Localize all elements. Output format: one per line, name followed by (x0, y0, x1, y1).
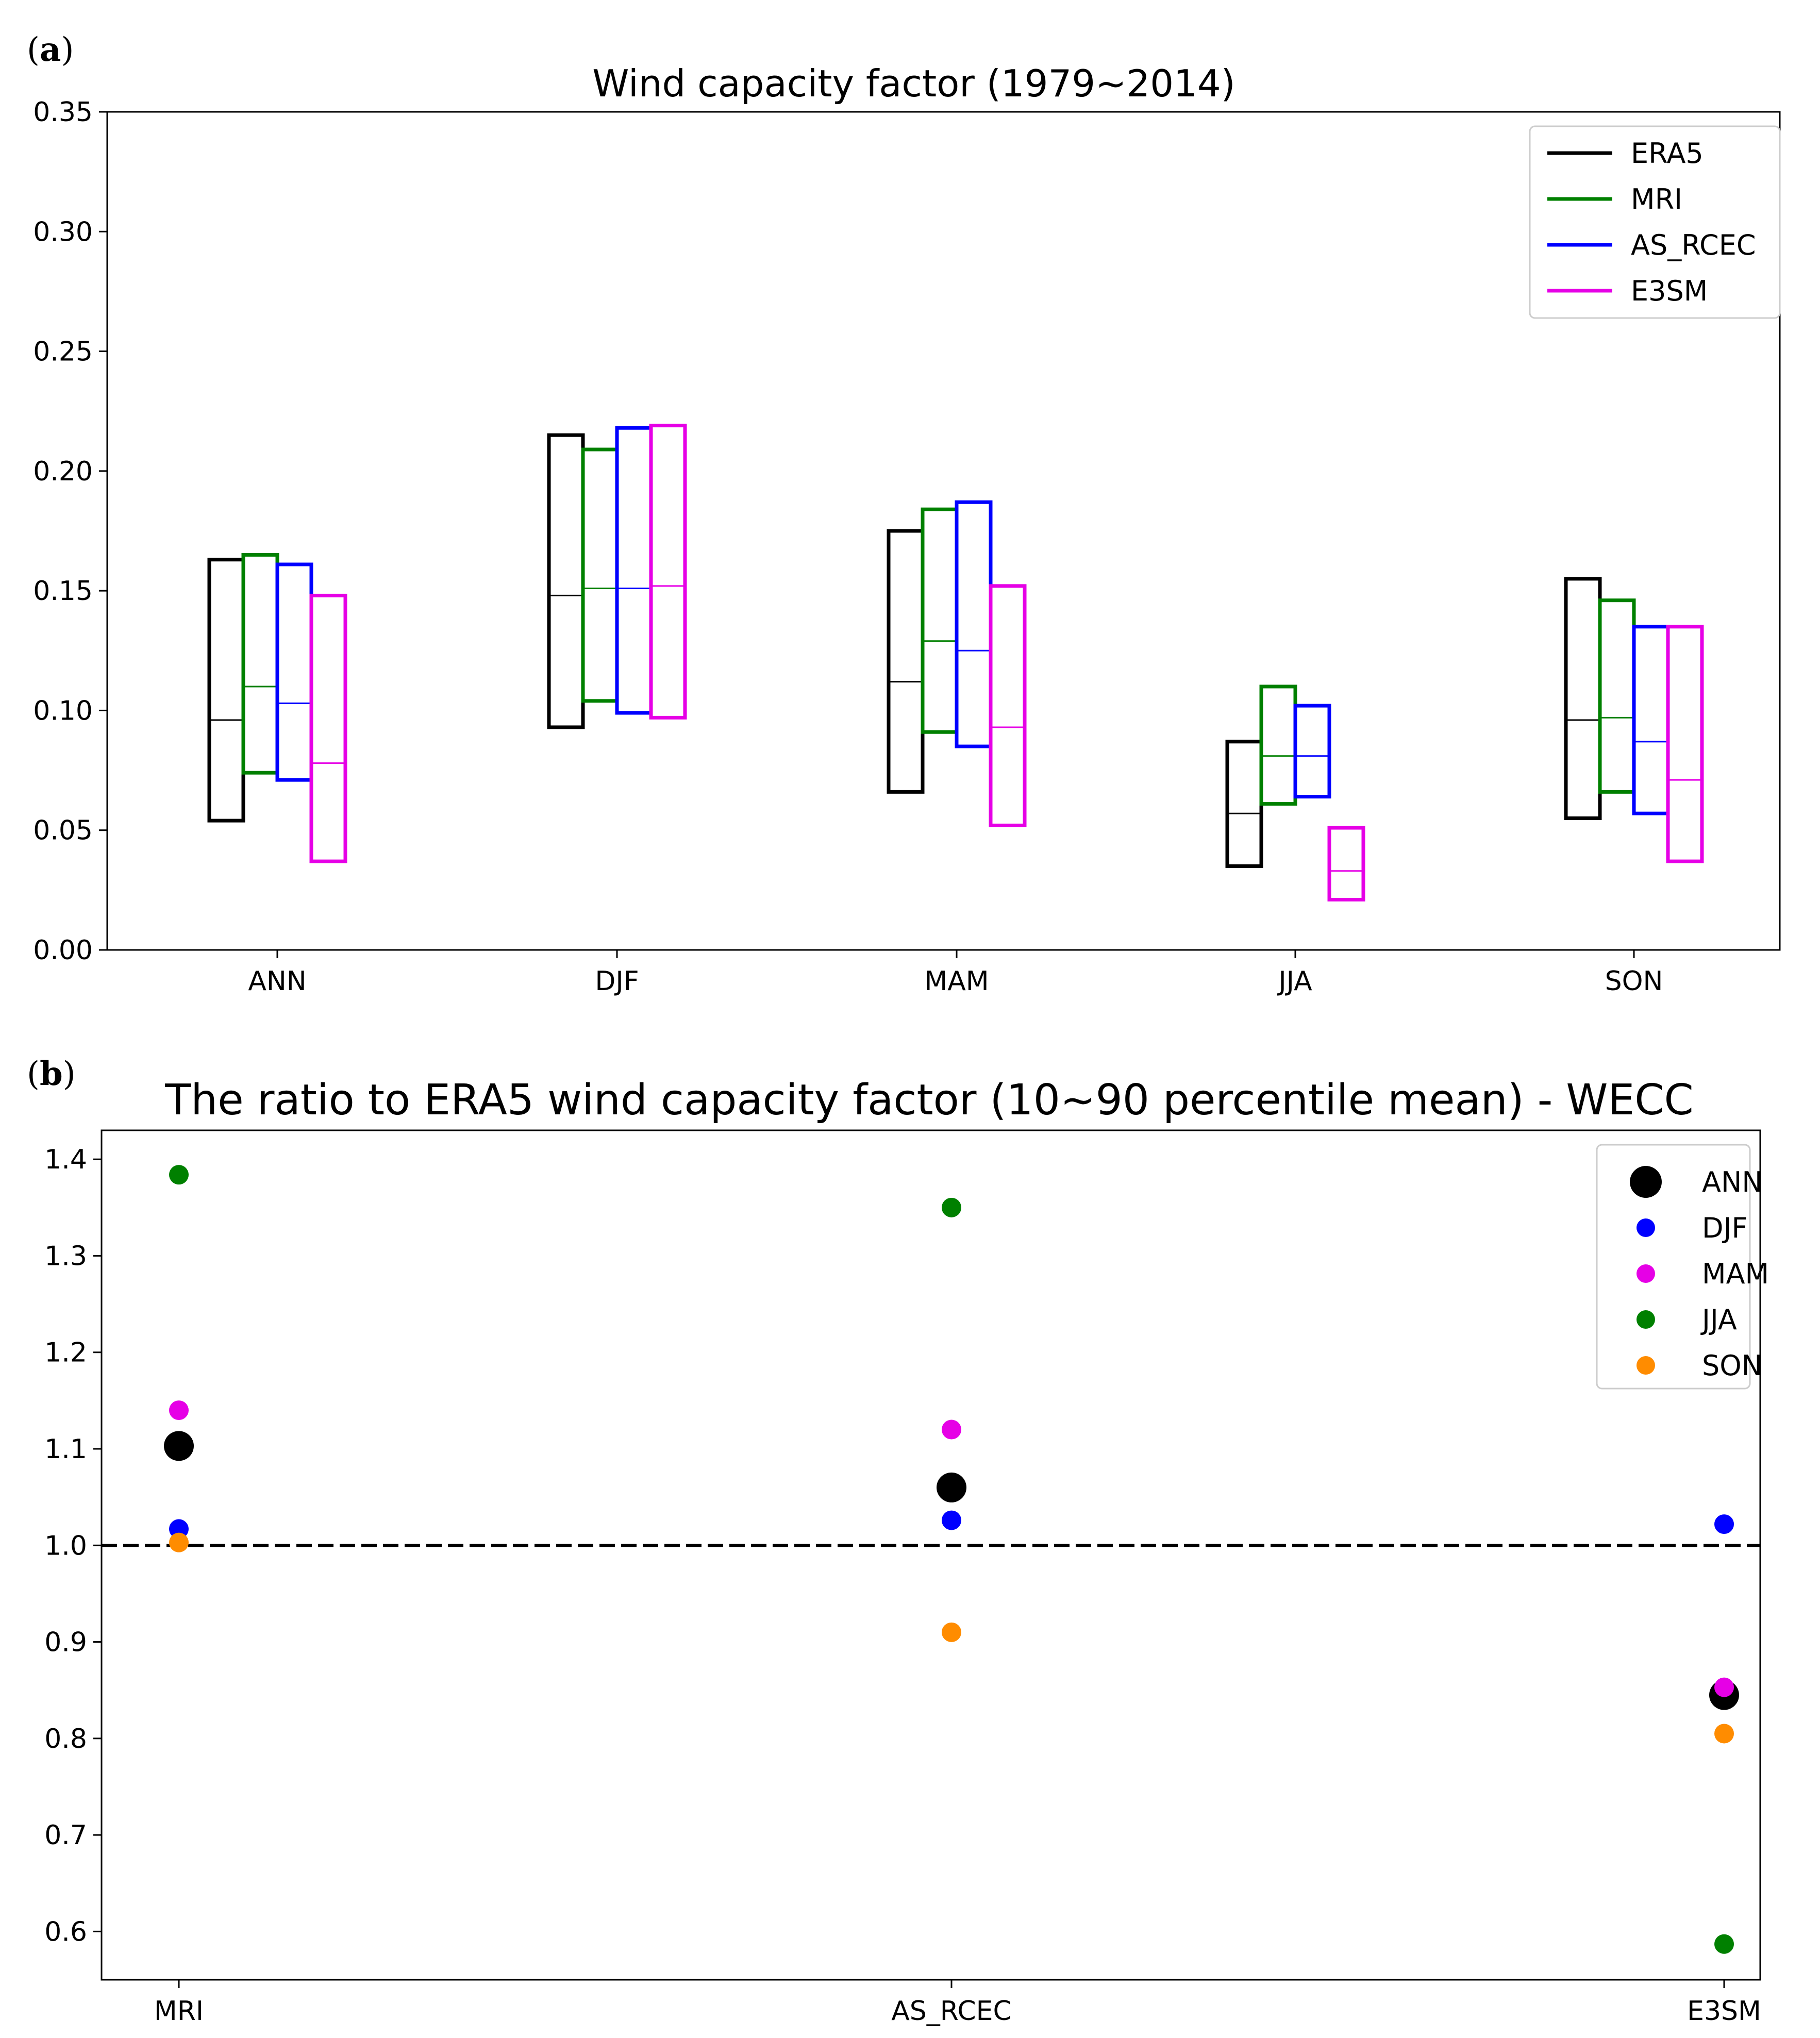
x-tick-label: AS_RCEC (891, 1996, 1012, 2027)
point-ANN-AS_RCEC (937, 1472, 966, 1502)
box-MRI-JJA (1259, 684, 1297, 806)
legend-marker-SON (1637, 1356, 1655, 1375)
panel-b-label: (b) (27, 1055, 76, 1093)
chart-a-x-axis: ANN DJF MAM JJA SON (248, 950, 1663, 997)
box-E3SM-SON (1666, 625, 1704, 863)
chart-a-y-axis: 0.00 0.05 0.10 0.15 0.20 0.25 0.30 0.35 (33, 97, 107, 966)
point-DJF-MRI (169, 1519, 189, 1539)
chart-b-legend-box (1596, 1144, 1751, 1390)
chart-a-frame (106, 111, 1781, 951)
box-MRI-MAM (921, 507, 959, 734)
chart-a-title: Wind capacity factor (1979~2014) (592, 62, 1235, 105)
point-ANN-MRI (164, 1431, 194, 1461)
x-tick-label: SON (1605, 966, 1663, 997)
box-ERA5-MAM (887, 529, 925, 794)
legend-marker-MAM (1637, 1264, 1655, 1283)
box-ERA5-ANN (207, 558, 245, 823)
box-MRI-SON (1598, 598, 1636, 794)
legend-label-E3SM: E3SM (1631, 275, 1708, 307)
y-tick-label: 0.00 (33, 935, 93, 966)
y-tick-label: 0.15 (33, 576, 93, 607)
y-tick-label: 0.05 (33, 815, 93, 846)
y-tick-label: 0.30 (33, 216, 93, 247)
point-SON-MRI (169, 1532, 189, 1552)
y-tick-label: 1.1 (44, 1434, 87, 1465)
point-MAM-MRI (169, 1400, 189, 1421)
box-E3SM-DJF (649, 424, 687, 720)
y-tick-label: 1.3 (44, 1241, 87, 1272)
box-ERA5-SON (1564, 577, 1602, 820)
chart-b-x-axis: MRI AS_RCEC E3SM (154, 1980, 1761, 2027)
point-MAM-E3SM (1714, 1677, 1734, 1697)
point-SON-E3SM (1714, 1724, 1734, 1744)
chart-b-ratio: The ratio to ERA5 wind capacity factor (… (44, 1076, 1769, 2027)
point-MAM-AS_RCEC (942, 1419, 961, 1440)
legend-marker-JJA (1637, 1310, 1655, 1329)
y-tick-label: 0.9 (44, 1627, 87, 1658)
y-tick-label: 0.20 (33, 456, 93, 487)
y-tick-label: 1.0 (44, 1530, 87, 1561)
chart-b-legend: ANN DJF MAM JJA SON (1596, 1144, 1769, 1390)
y-tick-label: 0.35 (33, 97, 93, 128)
box-E3SM-MAM (989, 584, 1027, 827)
x-tick-label: DJF (595, 966, 639, 997)
legend-label-MAM: MAM (1702, 1258, 1769, 1290)
legend-label-ERA5: ERA5 (1631, 137, 1704, 170)
chart-a-legend: ERA5 MRI AS_RCEC E3SM (1529, 125, 1781, 319)
legend-label-SON: SON (1702, 1349, 1762, 1382)
legend-marker-DJF (1637, 1218, 1655, 1237)
panel-a-label: (a) (27, 30, 74, 69)
point-SON-AS_RCEC (942, 1622, 961, 1642)
x-tick-label: JJA (1277, 966, 1312, 997)
legend-label-JJA: JJA (1700, 1304, 1737, 1336)
box-MRI-DJF (581, 447, 619, 703)
x-tick-label: ANN (248, 966, 306, 997)
y-tick-label: 0.8 (44, 1724, 87, 1755)
x-tick-label: E3SM (1687, 1996, 1761, 2027)
x-tick-label: MAM (924, 966, 989, 997)
legend-label-AS_RCEC: AS_RCEC (1631, 229, 1756, 261)
legend-label-DJF: DJF (1702, 1212, 1748, 1244)
box-ERA5-JJA (1225, 740, 1263, 868)
point-JJA-AS_RCEC (942, 1197, 961, 1217)
point-DJF-AS_RCEC (942, 1510, 961, 1530)
box-E3SM-JJA (1327, 826, 1365, 901)
box-E3SM-ANN (309, 593, 347, 863)
chart-a-legend-box (1529, 125, 1781, 319)
y-tick-label: 0.7 (44, 1820, 87, 1851)
chart-b-frame (101, 1129, 1761, 1981)
chart-a-boxes (207, 424, 1704, 901)
point-JJA-MRI (169, 1165, 189, 1185)
legend-label-ANN: ANN (1702, 1166, 1763, 1198)
chart-b-points (164, 1165, 1739, 1954)
y-tick-label: 0.10 (33, 695, 93, 726)
box-ERA5-DJF (547, 433, 585, 729)
box-AS_RCEC-MAM (955, 500, 993, 748)
box-AS_RCEC-SON (1632, 625, 1670, 815)
y-tick-label: 0.25 (33, 337, 93, 367)
chart-b-title: The ratio to ERA5 wind capacity factor (… (164, 1076, 1694, 1125)
box-MRI-ANN (241, 553, 279, 775)
legend-marker-ANN (1630, 1166, 1662, 1198)
box-AS_RCEC-DJF (615, 426, 653, 715)
box-AS_RCEC-ANN (275, 562, 313, 782)
y-tick-label: 1.2 (44, 1338, 87, 1368)
chart-a-wind-capacity: Wind capacity factor (1979~2014) 0.000.0… (33, 62, 1781, 997)
box-AS_RCEC-JJA (1293, 704, 1331, 799)
point-JJA-E3SM (1714, 1934, 1734, 1954)
legend-label-MRI: MRI (1631, 183, 1682, 215)
point-DJF-E3SM (1714, 1514, 1734, 1534)
y-tick-label: 0.6 (44, 1916, 87, 1947)
y-tick-label: 1.4 (44, 1144, 87, 1175)
chart-b-y-axis: 0.6 0.7 0.8 0.9 1.0 1.1 1.2 1.3 1.4 (44, 1144, 102, 1947)
x-tick-label: MRI (154, 1996, 204, 2027)
